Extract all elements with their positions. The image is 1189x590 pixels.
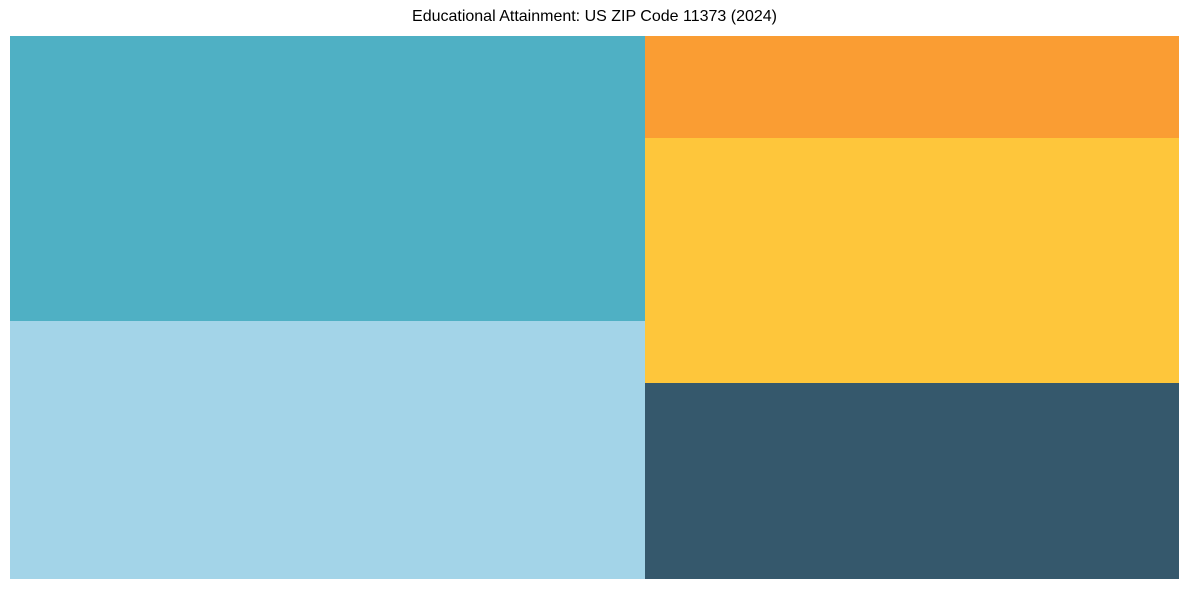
treemap-tile-teal-tile[interactable] (10, 36, 645, 321)
treemap-tile-dark-slate-tile[interactable] (645, 383, 1179, 579)
treemap-tile-orange-tile[interactable] (645, 36, 1179, 138)
chart-title: Educational Attainment: US ZIP Code 1137… (412, 8, 777, 25)
treemap-tile-amber-tile[interactable] (645, 138, 1179, 383)
treemap-tile-light-blue-tile[interactable] (10, 321, 645, 579)
